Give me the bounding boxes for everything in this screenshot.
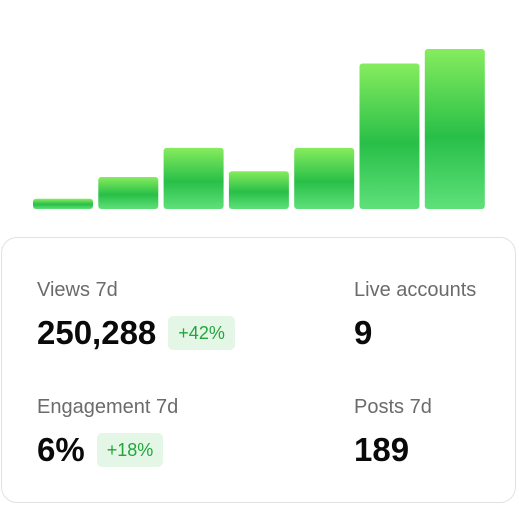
views-stat: Views 7d 250,288 +42% [37,278,235,352]
engagement-value: 6% [37,431,85,468]
stats-card: Views 7d 250,288 +42% Live accounts 9 En… [1,237,516,503]
posts-value: 189 [354,431,410,468]
chart-bar-1 [33,198,93,209]
chart-bar-4 [228,171,289,209]
engagement-stat: Engagement 7d 6% +18% [37,395,178,469]
views-change-badge: +42% [168,316,235,350]
chart-bars [33,49,485,209]
live-accounts-label: Live accounts [354,279,477,301]
views-value: 250,288 [37,314,157,351]
chart-bar-2 [98,177,159,209]
live-accounts-stat: Live accounts 9 [354,278,476,352]
views-bar-chart [33,49,485,209]
engagement-label: Engagement 7d [37,396,179,418]
chart-bar-7 [424,49,485,209]
views-label: Views 7d [37,279,118,301]
engagement-change-badge: +18% [96,433,164,467]
chart-bar-6 [359,63,420,209]
chart-bar-5 [294,147,355,209]
live-accounts-value: 9 [354,314,373,351]
chart-bar-3 [163,147,224,209]
posts-label: Posts 7d [354,396,432,418]
posts-stat: Posts 7d 189 [354,395,432,469]
